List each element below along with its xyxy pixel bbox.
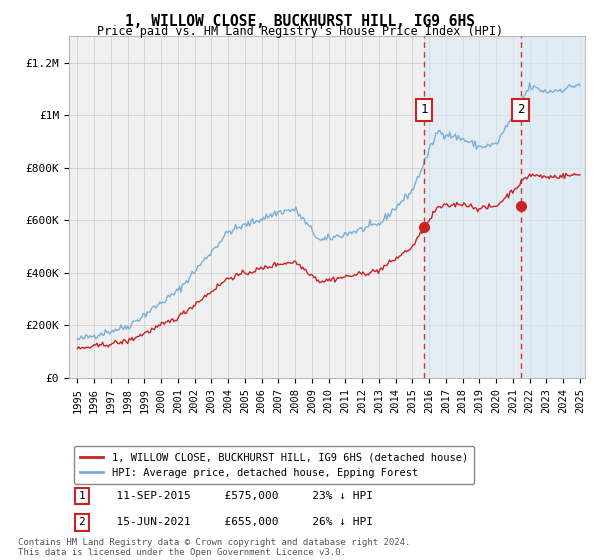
Bar xyxy=(424,36,589,378)
Text: 2: 2 xyxy=(79,517,85,528)
Text: Price paid vs. HM Land Registry's House Price Index (HPI): Price paid vs. HM Land Registry's House … xyxy=(97,25,503,38)
Text: Contains HM Land Registry data © Crown copyright and database right 2024.
This d: Contains HM Land Registry data © Crown c… xyxy=(18,538,410,557)
Text: 1: 1 xyxy=(79,491,85,501)
Text: 1: 1 xyxy=(421,104,428,116)
Text: 1, WILLOW CLOSE, BUCKHURST HILL, IG9 6HS: 1, WILLOW CLOSE, BUCKHURST HILL, IG9 6HS xyxy=(125,14,475,29)
Legend: 1, WILLOW CLOSE, BUCKHURST HILL, IG9 6HS (detached house), HPI: Average price, d: 1, WILLOW CLOSE, BUCKHURST HILL, IG9 6HS… xyxy=(74,446,474,484)
Bar xyxy=(521,36,589,378)
Text: 15-JUN-2021     £655,000     26% ↓ HPI: 15-JUN-2021 £655,000 26% ↓ HPI xyxy=(103,517,373,528)
Text: 2: 2 xyxy=(517,104,524,116)
Text: 11-SEP-2015     £575,000     23% ↓ HPI: 11-SEP-2015 £575,000 23% ↓ HPI xyxy=(103,491,373,501)
